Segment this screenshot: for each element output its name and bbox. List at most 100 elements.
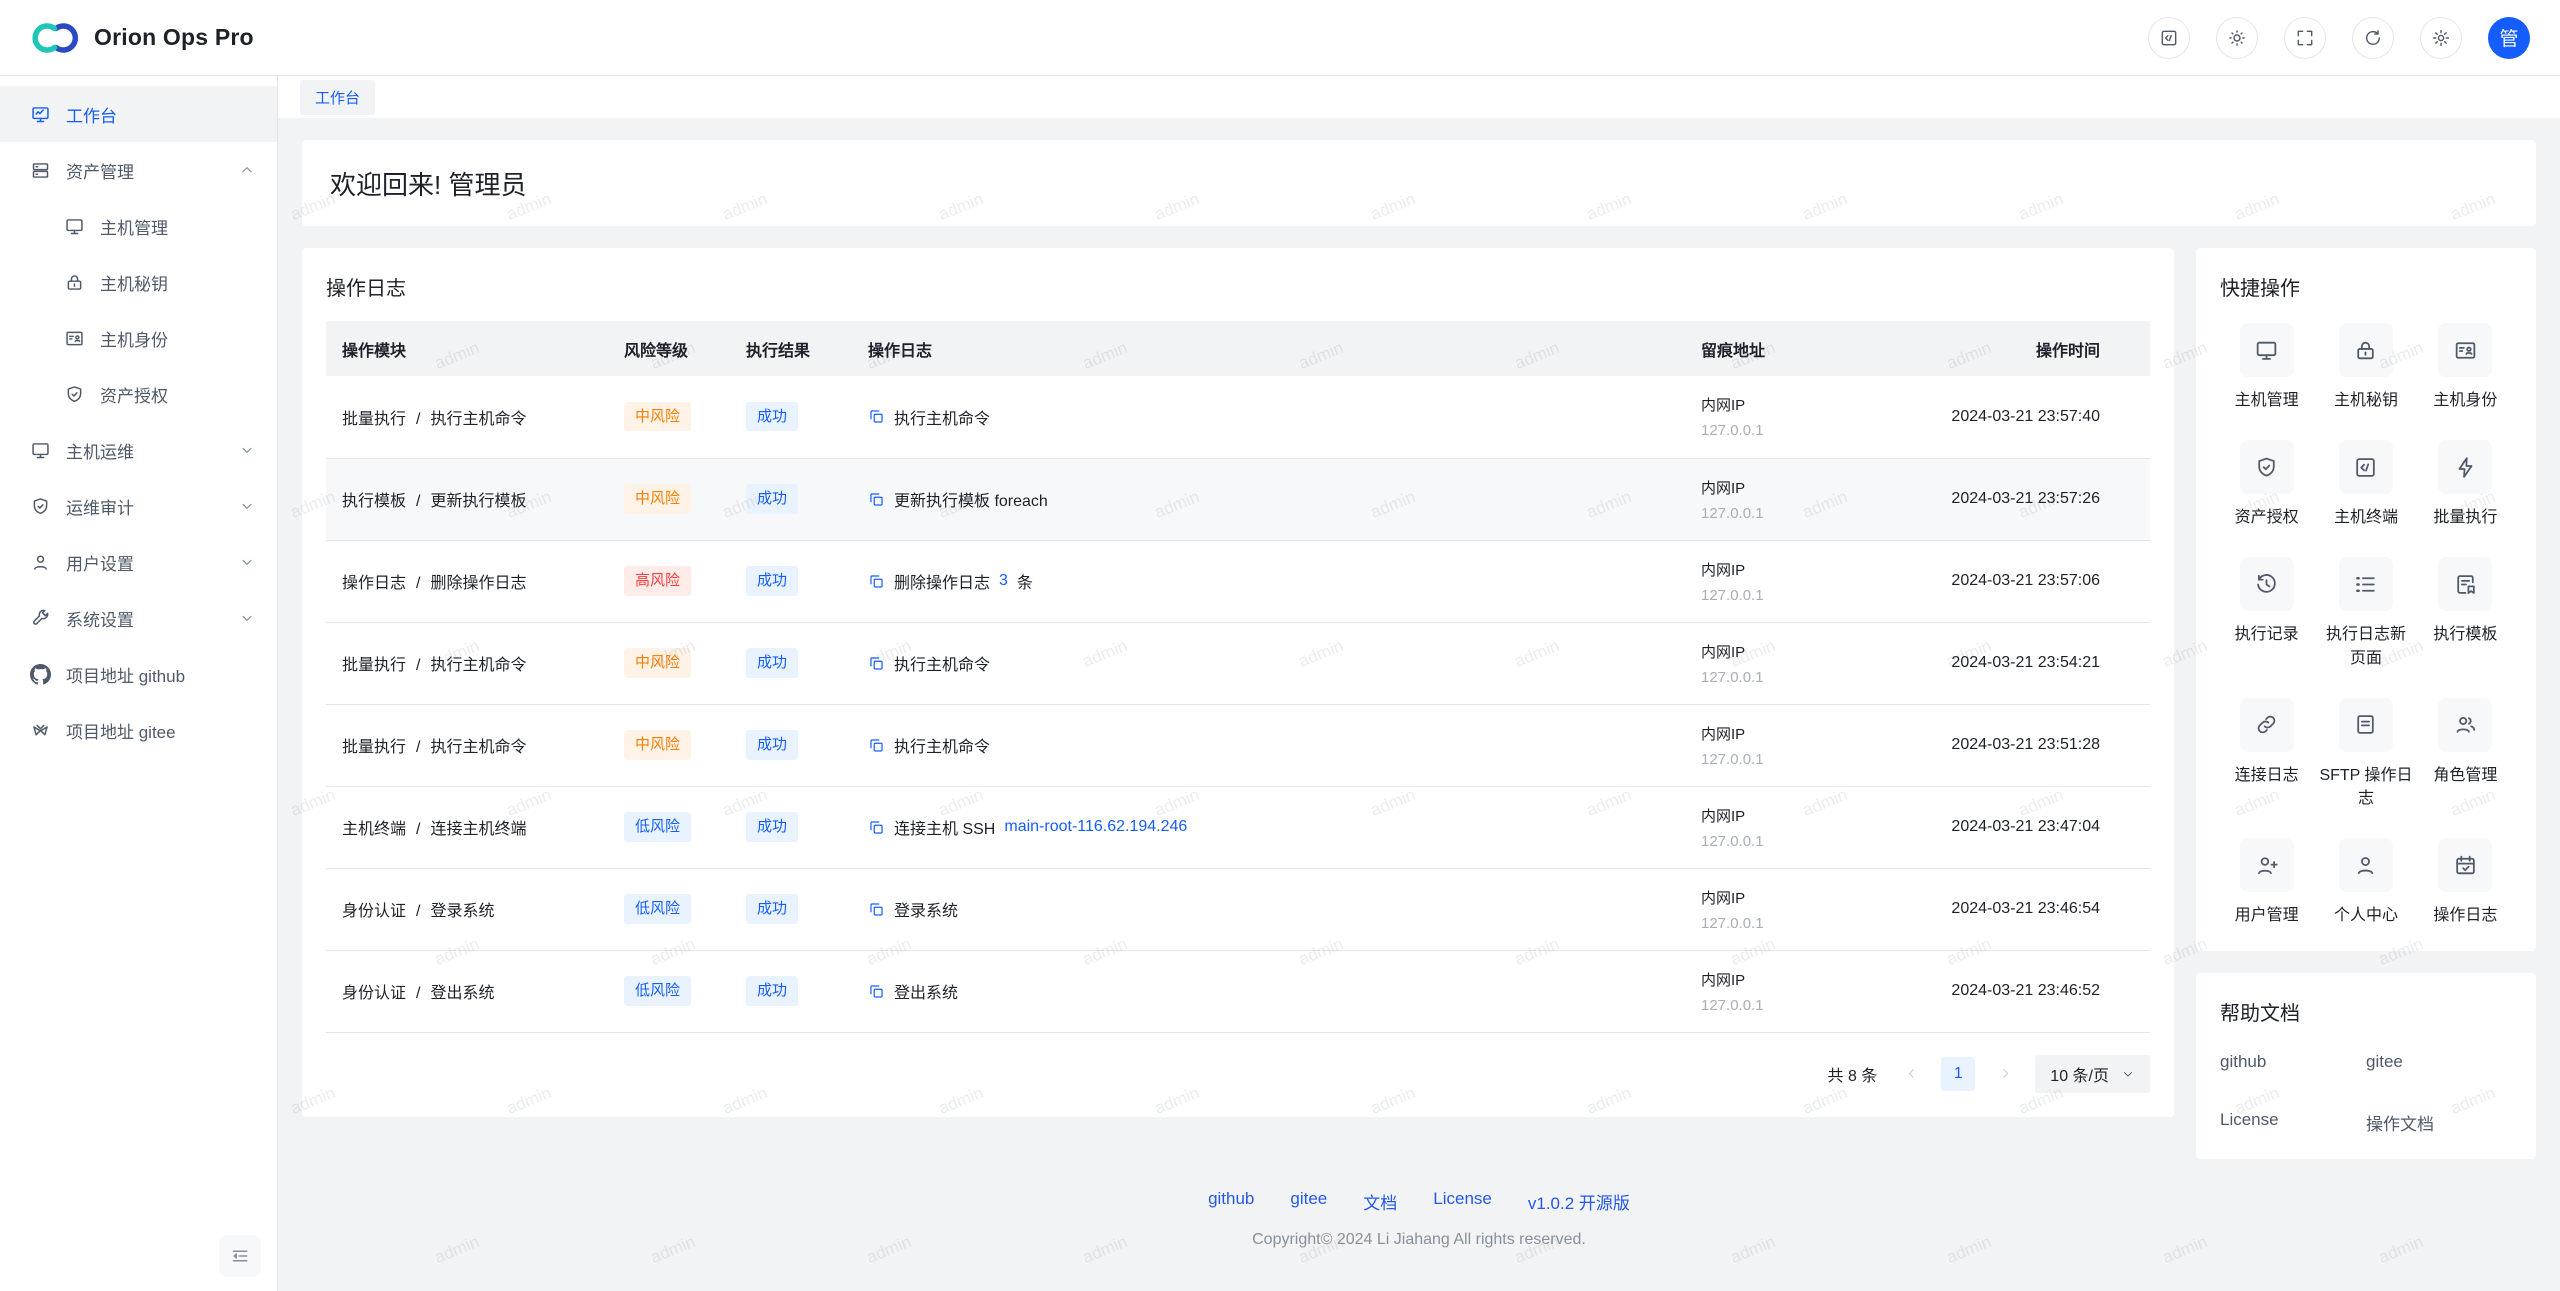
- quick-action-label: 个人中心: [2333, 907, 2398, 925]
- action-name: 登录系统: [430, 903, 495, 920]
- page-number-button[interactable]: 1: [1941, 1056, 1976, 1091]
- sidebar-item-host-identity[interactable]: 主机身份: [0, 310, 277, 366]
- quick-action-item[interactable]: 主机秘钥: [2319, 323, 2412, 412]
- copy-icon[interactable]: [868, 819, 885, 836]
- ip-value: 127.0.0.1: [1701, 996, 1764, 1014]
- quick-action-item[interactable]: 主机终端: [2319, 440, 2412, 529]
- quick-action-item[interactable]: 个人中心: [2319, 838, 2412, 927]
- sidebar-item-label: 主机身份: [100, 330, 168, 350]
- copy-icon[interactable]: [868, 408, 885, 425]
- log-text: 连接主机 SSH: [894, 821, 996, 838]
- log-text: 更新执行模板 foreach: [894, 493, 1048, 510]
- action-name: 连接主机终端: [430, 821, 527, 838]
- operation-time: 2024-03-21 23:51:28: [1900, 704, 2150, 787]
- lightning-icon: [2453, 455, 2478, 480]
- copy-icon[interactable]: [868, 491, 885, 508]
- quick-action-item[interactable]: 执行记录: [2220, 557, 2313, 669]
- refresh-icon: [2363, 28, 2383, 48]
- chevron-right-icon: [1998, 1066, 2013, 1081]
- copy-icon[interactable]: [868, 901, 885, 918]
- footer-link-docs[interactable]: 文档: [1363, 1194, 1398, 1213]
- prev-page-button[interactable]: [1895, 1058, 1927, 1090]
- module-separator: /: [416, 493, 421, 510]
- quick-action-item[interactable]: 执行模板: [2419, 557, 2512, 669]
- quick-action-item[interactable]: 批量执行: [2419, 440, 2512, 529]
- table-row: 操作日志 / 删除操作日志 高风险 成功 删除操作日志 3 条 内网IP 127.0.0.1 202…: [326, 540, 2150, 623]
- sidebar-item-host-ops[interactable]: 主机运维: [0, 422, 277, 478]
- server-icon: [30, 160, 51, 181]
- risk-badge: 中风险: [624, 648, 692, 678]
- workbench-icon: [30, 104, 51, 125]
- sidebar-item-system-settings[interactable]: 系统设置: [0, 590, 277, 646]
- gitee-icon: [30, 720, 51, 741]
- log-text: 登录系统: [894, 903, 959, 920]
- sidebar-item-user-settings[interactable]: 用户设置: [0, 534, 277, 590]
- sun-icon: [2227, 28, 2247, 48]
- fullscreen-button[interactable]: [2284, 16, 2326, 59]
- quick-action-item[interactable]: 操作日志: [2419, 838, 2512, 927]
- sidebar-item-workbench[interactable]: 工作台: [0, 86, 277, 142]
- ip-label: 内网IP: [1701, 397, 1746, 415]
- copy-icon[interactable]: [868, 737, 885, 754]
- quick-action-label: 执行记录: [2234, 626, 2299, 644]
- column-header: 操作模块: [326, 321, 608, 376]
- footer-link-github[interactable]: github: [1208, 1189, 1255, 1208]
- ip-label: 内网IP: [1701, 889, 1746, 907]
- next-page-button[interactable]: [1989, 1058, 2021, 1090]
- footer-link-version[interactable]: v1.0.2 开源版: [1527, 1194, 1630, 1213]
- quick-action-item[interactable]: 连接日志: [2220, 697, 2313, 810]
- sidebar-item-host-management[interactable]: 主机管理: [0, 198, 277, 254]
- copy-icon[interactable]: [868, 983, 885, 1000]
- log-text: 执行主机命令: [894, 657, 991, 674]
- help-link-docs[interactable]: 操作文档: [2366, 1115, 2434, 1135]
- sidebar-item-label: 用户设置: [66, 554, 134, 574]
- code-button[interactable]: [2148, 16, 2190, 59]
- ip-value: 127.0.0.1: [1701, 504, 1764, 522]
- help-link-gitee[interactable]: gitee: [2366, 1052, 2403, 1072]
- copy-icon[interactable]: [868, 573, 885, 590]
- breadcrumb-item-workbench[interactable]: 工作台: [300, 79, 376, 115]
- sidebar-item-gitee[interactable]: 项目地址 gitee: [0, 702, 277, 758]
- sidebar-item-assets[interactable]: 资产管理: [0, 142, 277, 198]
- brand[interactable]: Orion Ops Pro: [30, 20, 254, 56]
- quick-action-item[interactable]: 角色管理: [2419, 697, 2512, 810]
- quick-action-item[interactable]: 主机管理: [2220, 323, 2313, 412]
- sidebar-item-asset-auth[interactable]: 资产授权: [0, 366, 277, 422]
- sidebar-item-label: 主机运维: [66, 442, 134, 462]
- sidebar-collapse-button[interactable]: [219, 1235, 261, 1277]
- page-footer: github gitee 文档 License v1.0.2 开源版 Copyr…: [302, 1169, 2536, 1273]
- quick-action-item[interactable]: 主机身份: [2419, 323, 2512, 412]
- page-size-select[interactable]: 10 条/页: [2035, 1054, 2150, 1093]
- settings-button[interactable]: [2420, 16, 2462, 59]
- top-bar-actions: 管: [2148, 16, 2530, 59]
- chevron-down-icon: [239, 610, 255, 626]
- link-icon: [2254, 712, 2279, 737]
- quick-action-item[interactable]: 资产授权: [2220, 440, 2313, 529]
- quick-action-item[interactable]: 执行日志新页面: [2319, 557, 2412, 669]
- help-link-license[interactable]: License: [2220, 1110, 2279, 1130]
- sidebar-item-github[interactable]: 项目地址 github: [0, 646, 277, 702]
- operation-time: 2024-03-21 23:46:52: [1900, 950, 2150, 1033]
- log-link[interactable]: 3: [999, 572, 1008, 589]
- page-size-value: 10 条/页: [2050, 1067, 2109, 1085]
- history-icon: [2254, 572, 2279, 597]
- sidebar-item-ops-audit[interactable]: 运维审计: [0, 478, 277, 534]
- quick-action-item[interactable]: 用户管理: [2220, 838, 2313, 927]
- lock-icon: [64, 272, 85, 293]
- help-link-github[interactable]: github: [2220, 1052, 2267, 1072]
- module-name: 身份认证: [342, 985, 407, 1002]
- refresh-button[interactable]: [2352, 16, 2394, 59]
- footer-link-gitee[interactable]: gitee: [1290, 1189, 1328, 1208]
- sidebar-item-host-keys[interactable]: 主机秘钥: [0, 254, 277, 310]
- user-avatar[interactable]: 管: [2488, 16, 2530, 59]
- theme-button[interactable]: [2216, 16, 2258, 59]
- footer-link-license[interactable]: License: [1433, 1189, 1492, 1208]
- action-name: 登出系统: [430, 985, 495, 1002]
- module-separator: /: [416, 575, 421, 592]
- log-link[interactable]: main-root-116.62.194.246: [1004, 818, 1188, 835]
- copy-icon[interactable]: [868, 655, 885, 672]
- action-name: 执行主机命令: [430, 739, 527, 756]
- welcome-banner: 欢迎回来! 管理员: [302, 140, 2536, 226]
- module-name: 批量执行: [342, 739, 407, 756]
- quick-action-item[interactable]: SFTP 操作日志: [2319, 697, 2413, 810]
